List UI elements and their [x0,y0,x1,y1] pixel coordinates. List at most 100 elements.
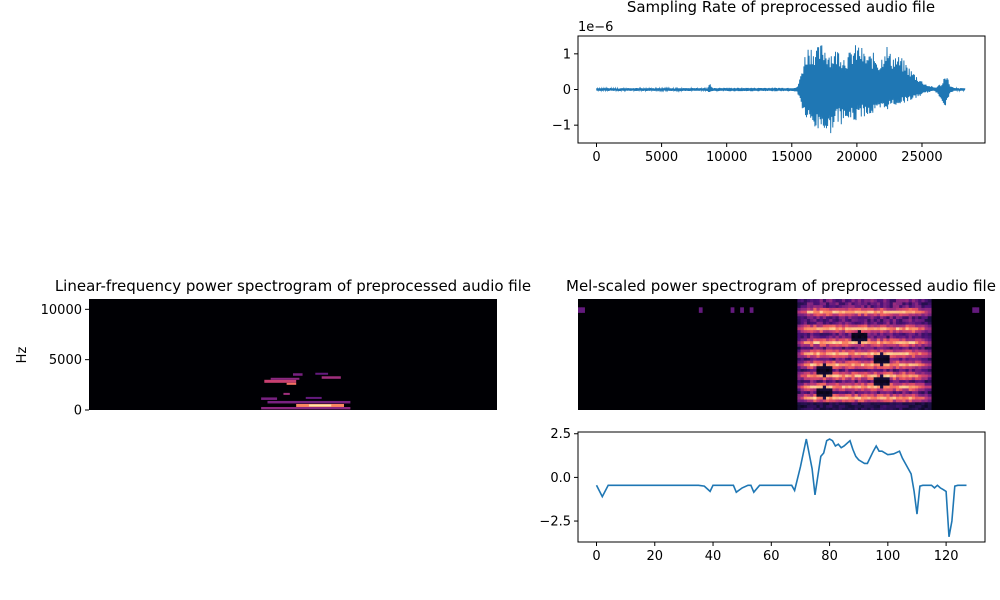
mel-cell [832,346,837,350]
mel-cell [854,346,859,350]
mel-cell [854,401,859,406]
mel-cell [902,385,907,389]
mel-cell [845,343,849,347]
mel-cell [816,354,821,358]
mel-cell [860,365,865,369]
mel-cell [915,332,919,336]
mel-cell [895,332,900,336]
mel-cell [911,371,916,375]
mel-cell [806,357,811,361]
mel-cell [905,387,910,392]
mel-cell [902,368,907,372]
mel-cell [889,357,894,361]
mel-cell [851,376,856,381]
mel-cell [892,321,897,325]
mel-cell [902,387,907,392]
mel-cell [848,401,853,406]
mel-cell [810,312,814,317]
mel-cell [918,365,923,369]
mel-cell [870,385,875,389]
mel-cell [870,371,875,375]
mel-cell [921,362,926,367]
mel-cell [889,340,894,344]
mel-cell [892,385,897,389]
mel-cell [797,401,802,406]
mel-cell [860,321,865,325]
mel-cell [880,321,884,325]
mel-cell [854,373,859,378]
mel-cell [880,337,884,342]
mel-cell [857,404,862,408]
mel-cell [867,304,872,308]
mel-cell [841,318,846,322]
mel-cell [838,360,843,364]
mel-cell [883,337,888,342]
mel-cell [822,360,827,364]
mel-cell [829,379,833,383]
mel-cell [845,398,849,403]
mel-cell [857,348,862,353]
mel-cell [902,301,907,306]
mel-cell [816,323,821,328]
mel-cell [927,312,932,317]
mel-cell [810,407,814,410]
mel-cell [908,299,913,303]
mel-cell [927,346,932,350]
mel-cell [911,346,916,350]
mel-cell [813,376,818,381]
mel-cell [876,299,881,303]
mel-cell [918,318,923,322]
mel-cell [797,337,802,342]
spectrogram-band [261,406,351,410]
mel-cell [924,401,929,406]
mel-cell [902,323,907,328]
mel-cell [813,404,818,408]
mel-cell [908,357,913,361]
mel-cell [826,393,830,397]
mel-cell [816,368,821,372]
feature-line-x-tick-label: 120 [934,549,959,564]
mel-cell [921,321,926,325]
mel-cell [927,343,932,347]
mel-cell [800,310,805,314]
mel-cell [816,362,821,367]
spectrogram-band [308,404,332,407]
mel-cell [911,315,916,320]
mel-cell [803,329,808,333]
mel-cell [797,318,802,322]
mel-cell [902,318,907,322]
mel-cell [918,379,923,383]
mel-cell [857,362,862,367]
mel-cell [892,326,897,331]
mel-cell [816,385,821,389]
mel-cell [918,299,923,303]
mel-cell [848,346,853,350]
mel-cell [908,404,913,408]
mel-cell [797,310,802,314]
mel-cell [864,351,868,356]
mel-cell [899,407,903,410]
mel-cell [845,373,849,378]
mel-cell [880,326,884,331]
mel-cell [864,398,868,403]
mel-cell [902,321,907,325]
mel-cell [816,299,821,303]
mel-cell [889,368,894,372]
mel-cell [883,379,888,383]
mel-cell [826,326,830,331]
mel-cell [899,373,903,378]
mel-cell [829,357,833,361]
mel-cell [915,373,919,378]
mel-cell [806,354,811,358]
mel-cell [857,310,862,314]
mel-cell [867,404,872,408]
mel-cell [911,360,916,364]
mel-cell [841,335,846,339]
mel-cell [892,301,897,306]
mel-cell [905,315,910,320]
mel-cell [848,404,853,408]
mel-cell [835,382,840,386]
mel-cell [860,376,865,381]
linear-spectrogram-y-tick-label: 10000 [41,303,82,318]
mel-cell [864,318,868,322]
